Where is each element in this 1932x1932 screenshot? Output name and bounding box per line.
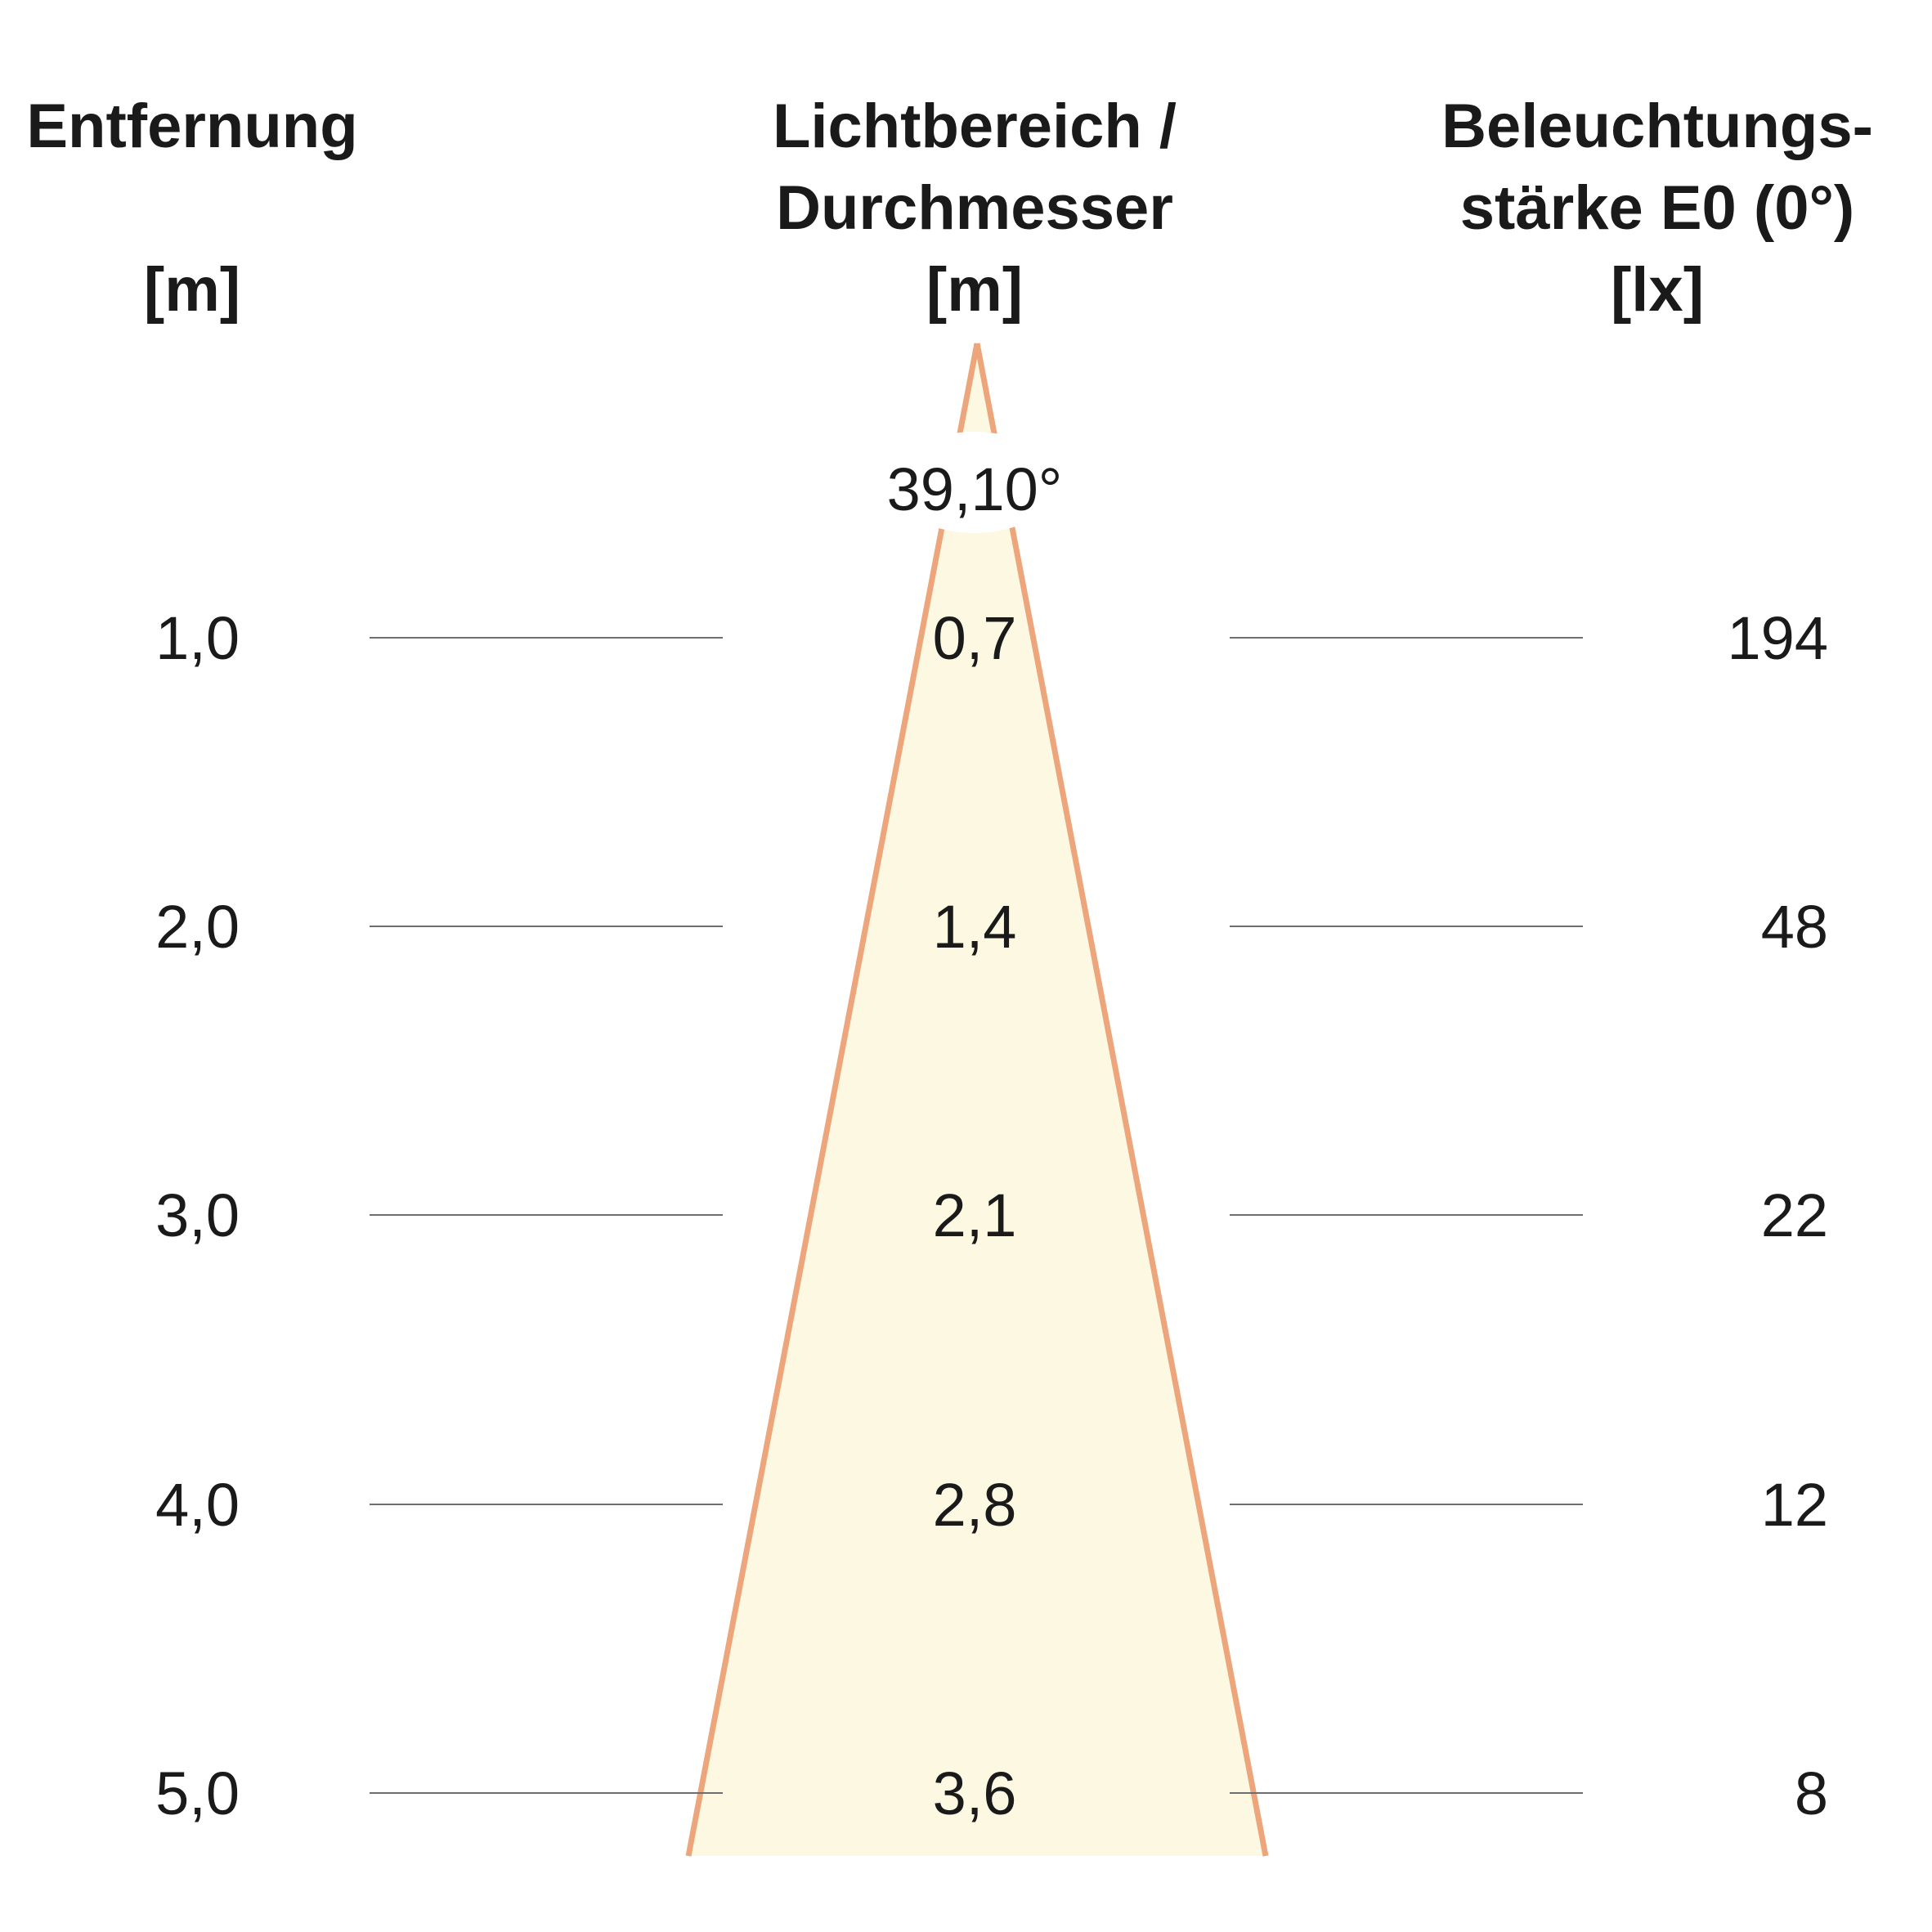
- header-distance-line-1: Entfernung: [26, 92, 357, 161]
- light-cone: [688, 343, 1266, 1856]
- distance-value: 1,0: [155, 604, 240, 672]
- header-diameter-unit: [m]: [926, 255, 1023, 325]
- distance-value: 3,0: [155, 1181, 240, 1249]
- distance-row: 4,0 2,8 12: [155, 1471, 1828, 1539]
- light-cone-right-edge: [974, 343, 1269, 1857]
- distance-value: 2,0: [155, 893, 240, 961]
- header-diameter-line-1: Lichtbereich /: [773, 92, 1177, 161]
- header-diameter-line-2: Durchmesser: [776, 173, 1173, 243]
- illuminance-value: 194: [1728, 604, 1828, 672]
- header-illuminance-line-2: stärke E0 (0°): [1460, 173, 1854, 243]
- header-diameter: Lichtbereich / Durchmesser [m]: [773, 92, 1177, 325]
- header-distance-unit: [m]: [144, 255, 240, 325]
- diameter-value: 2,8: [933, 1471, 1017, 1539]
- illuminance-value: 8: [1795, 1759, 1828, 1827]
- diameter-value: 0,7: [933, 604, 1017, 672]
- beam-angle-label: 39,10°: [887, 455, 1063, 523]
- distance-value: 5,0: [155, 1759, 240, 1827]
- illuminance-value: 22: [1761, 1181, 1828, 1249]
- distance-value: 4,0: [155, 1471, 240, 1539]
- distance-row: 5,0 3,6 8: [155, 1759, 1828, 1827]
- diameter-value: 2,1: [933, 1181, 1017, 1249]
- header-illuminance-line-1: Beleuchtungs-: [1441, 92, 1873, 161]
- header-distance: Entfernung [m]: [26, 92, 357, 325]
- header-illuminance: Beleuchtungs- stärke E0 (0°) [lx]: [1441, 92, 1873, 325]
- beam-angle-backdrop: [891, 432, 1058, 533]
- light-cone-left-edge: [685, 343, 980, 1857]
- diameter-value: 1,4: [933, 893, 1017, 961]
- illuminance-value: 12: [1761, 1471, 1828, 1539]
- header-illuminance-unit: [lx]: [1611, 255, 1704, 325]
- diameter-value: 3,6: [933, 1759, 1017, 1827]
- distance-row: 3,0 2,1 22: [155, 1181, 1828, 1249]
- distance-row: 2,0 1,4 48: [155, 893, 1828, 961]
- illuminance-value: 48: [1761, 893, 1828, 961]
- distance-row: 1,0 0,7 194: [155, 604, 1828, 672]
